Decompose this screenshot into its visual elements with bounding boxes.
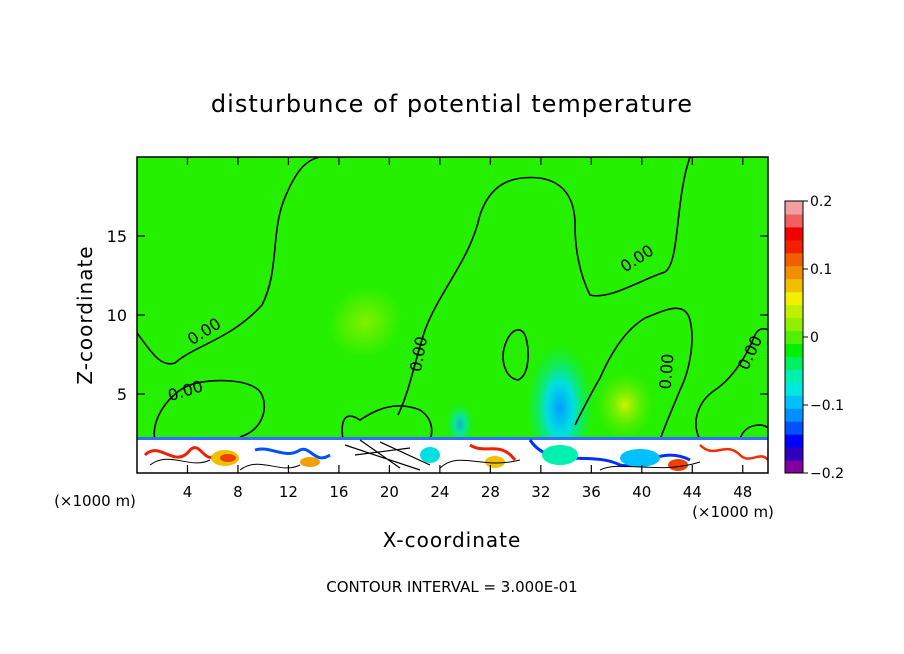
boundary-layer (137, 437, 768, 473)
x-tick-label: 36 (582, 483, 601, 501)
negative-anomaly-region (526, 330, 594, 460)
colorbar-label: 0.2 (810, 194, 832, 210)
x-tick-label: 40 (632, 483, 651, 501)
x-axis: 4 8 12 16 20 24 28 32 36 40 44 48 (183, 157, 752, 501)
colorbar-swatch (785, 434, 803, 448)
positive-anomaly-region (328, 286, 402, 358)
x-tick-label: 4 (183, 483, 193, 501)
x-unit-right: (×1000 m) (692, 503, 774, 521)
x-axis-title: X-coordinate (383, 528, 522, 552)
x-tick-label: 12 (279, 483, 298, 501)
colorbar-swatch (785, 317, 803, 332)
x-tick-label: 28 (481, 483, 500, 501)
contour-label: 0.00 (656, 353, 678, 390)
x-tick-label: 24 (430, 483, 449, 501)
colorbar-swatch (785, 369, 803, 383)
x-tick-label: 32 (531, 483, 550, 501)
colorbar-swatch (785, 226, 803, 241)
zero-contours (137, 157, 768, 441)
colorbar-swatch (785, 343, 803, 357)
y-tick-label: 10 (107, 306, 127, 325)
colorbar-swatch (785, 356, 803, 370)
x-tick-label: 44 (683, 483, 702, 501)
positive-anomaly-region (595, 370, 655, 440)
x-unit-left: (×1000 m) (54, 492, 136, 510)
x-tick-label: 8 (233, 483, 243, 501)
colorbar-swatch (785, 395, 803, 409)
colorbar-swatch (785, 213, 803, 228)
colorbar-swatch (785, 408, 803, 422)
colorbar-swatch (785, 330, 803, 344)
y-axis-title: Z-coordinate (73, 245, 97, 384)
plot-area: 0.00 0.00 0.00 0.00 0.00 0.00 (137, 157, 768, 473)
x-tick-label: 16 (329, 483, 348, 501)
colorbar-swatch (785, 421, 803, 435)
y-tick-label: 5 (117, 385, 127, 404)
chart-title: disturbunce of potential temperature (211, 90, 693, 118)
negative-anomaly-region (446, 398, 474, 442)
y-axis: 5 10 15 (107, 227, 768, 404)
colorbar-swatch (785, 265, 803, 280)
colorbar-swatch (785, 239, 803, 254)
colorbar-swatch (785, 460, 803, 474)
x-tick-label: 48 (733, 483, 752, 501)
colorbar-label: 0 (810, 330, 819, 346)
x-tick-label: 20 (380, 483, 399, 501)
colorbar-swatch (785, 382, 803, 396)
y-tick-label: 15 (107, 227, 127, 246)
colorbar-swatch (785, 252, 803, 267)
colorbar-swatch (785, 201, 803, 215)
colorbar-label: 0.1 (810, 262, 832, 278)
colorbar-label: −0.1 (810, 398, 844, 414)
contour-interval-note: CONTOUR INTERVAL = 3.000E-01 (326, 578, 577, 596)
colorbar-swatch (785, 304, 803, 319)
colorbar-swatch (785, 278, 803, 293)
colorbar-swatch (785, 447, 803, 461)
colorbar-labels: 0.2 0.1 0 −0.1 −0.2 (803, 194, 844, 482)
colorbar (785, 201, 803, 474)
colorbar-label: −0.2 (810, 466, 844, 482)
colorbar-swatch (785, 291, 803, 306)
